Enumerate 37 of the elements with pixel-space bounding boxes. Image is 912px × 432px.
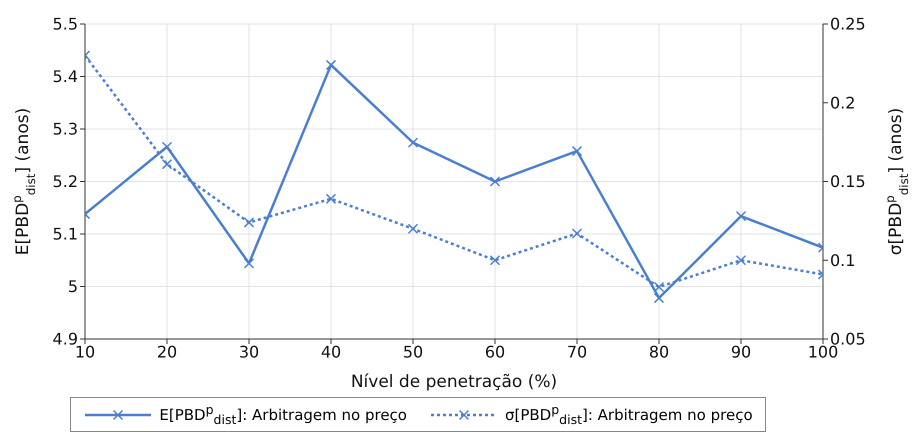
y-tick-label: 5.1 <box>52 224 78 244</box>
point <box>162 158 172 170</box>
point <box>490 176 500 187</box>
x-tick-label: 70 <box>566 342 588 362</box>
point <box>490 255 500 266</box>
point <box>736 210 746 222</box>
x-tick-label: 60 <box>484 342 506 362</box>
point <box>244 258 254 269</box>
point <box>736 255 746 266</box>
point <box>326 194 336 204</box>
x-tick-label: 50 <box>402 342 424 362</box>
point <box>244 217 254 228</box>
point <box>572 146 582 156</box>
x-tick-label: 30 <box>238 342 260 362</box>
y2-tick-label: 0.15 <box>830 172 866 192</box>
legend-label: E[PBD$^{p}$$_{dist}$]: Arbitragem no preço <box>159 402 407 427</box>
y-tick-label: 5.4 <box>52 67 78 86</box>
x-tick-label: 80 <box>648 342 670 362</box>
point <box>654 282 664 292</box>
point <box>572 228 582 239</box>
y-tick-label: 5.3 <box>52 120 78 139</box>
y2-tick-label: 0.25 <box>830 14 866 34</box>
point <box>162 142 172 152</box>
legend-label: σ[PBD$^{p}$$_{dist}$]: Arbitragem no preço <box>504 402 753 427</box>
point <box>408 137 418 148</box>
y2-tick-label: 0.1 <box>830 250 856 270</box>
y-tick-label: 5 <box>68 277 78 296</box>
y2-tick-label: 0.2 <box>830 93 856 112</box>
point <box>654 292 664 304</box>
y-tick-label: 5.5 <box>52 14 78 34</box>
y-tick-label: 5.2 <box>52 172 78 192</box>
x-tick-label: 90 <box>730 342 752 362</box>
x-tick-label: 20 <box>156 342 178 362</box>
x-axis-title: Nível de penetração (%) <box>350 372 558 392</box>
x-tick-label: 40 <box>320 342 342 362</box>
point <box>326 60 336 70</box>
point <box>408 224 418 234</box>
